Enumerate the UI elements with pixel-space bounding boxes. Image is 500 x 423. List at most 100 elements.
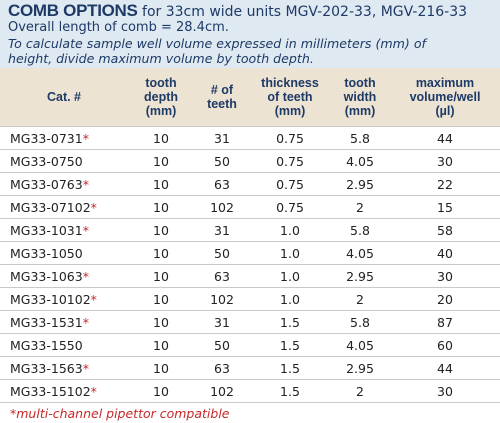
cat-number: MG33-15102 xyxy=(10,383,91,399)
table-cell: 5.8 xyxy=(330,126,390,150)
table-cell: 31 xyxy=(194,218,250,242)
table-row: MG33-0731* 10 31 0.75 5.8 44 xyxy=(0,126,500,150)
cat-number: MG33-07102 xyxy=(10,199,91,215)
table-cell: 10 xyxy=(128,126,194,150)
table-cell: MG33-1563* xyxy=(0,356,128,380)
cat-number: MG33-10102 xyxy=(10,291,91,307)
table-cell: 5.8 xyxy=(330,310,390,334)
table-cell: 10 xyxy=(128,333,194,357)
table-cell: 102 xyxy=(194,195,250,219)
table-cell: MG33-1550 xyxy=(0,333,128,357)
table-cell: 4.05 xyxy=(330,333,390,357)
header-line: thickness xyxy=(261,76,319,90)
header-line: tooth xyxy=(344,76,376,90)
table-cell: 50 xyxy=(194,149,250,173)
table-cell: 50 xyxy=(194,333,250,357)
table-cell: MG33-15102* xyxy=(0,379,128,402)
table-cell: 44 xyxy=(390,356,500,380)
table-cell: 30 xyxy=(390,264,500,288)
header: COMB OPTIONS for 33cm wide units MGV-202… xyxy=(0,0,500,68)
table-cell: 30 xyxy=(390,379,500,402)
header-line: depth xyxy=(143,90,179,104)
cat-number: MG33-0763 xyxy=(10,176,83,192)
compat-mark: * xyxy=(82,360,89,376)
header-row: Cat. # tooth depth (mm) # of teeth thickness of… xyxy=(0,68,500,127)
table-row: MG33-15102* 10 102 1.5 2 30 xyxy=(0,379,500,402)
table-row: MG33-1031* 10 31 1.0 5.8 58 xyxy=(0,218,500,242)
table-cell: 15 xyxy=(390,195,500,219)
table-body: MG33-0731* 10 31 0.75 5.8 44 MG33-0750 10 50 0.75… xyxy=(0,126,500,402)
table-cell: 87 xyxy=(390,310,500,334)
header-line: (mm) xyxy=(344,104,376,118)
table-cell: MG33-0731* xyxy=(0,126,128,150)
table-cell: 50 xyxy=(194,241,250,265)
table-row: MG33-10102* 10 102 1.0 2 20 xyxy=(0,287,500,311)
header-line: maximum xyxy=(415,76,475,90)
table-cell: MG33-1063* xyxy=(0,264,128,288)
table-cell: 0.75 xyxy=(250,149,330,173)
table-cell: 10 xyxy=(128,287,194,311)
title-line: COMB OPTIONS for 33cm wide units MGV-202… xyxy=(8,1,494,20)
table-cell: 102 xyxy=(194,287,250,311)
table-cell: 0.75 xyxy=(250,195,330,219)
table-cell: MG33-0750 xyxy=(0,149,128,173)
table-cell: 63 xyxy=(194,264,250,288)
table-cell: 31 xyxy=(194,310,250,334)
table-cell: 10 xyxy=(128,379,194,402)
table-cell: 10 xyxy=(128,149,194,173)
table-cell: 63 xyxy=(194,356,250,380)
table-cell: 1.5 xyxy=(250,356,330,380)
table-row: MG33-0750 10 50 0.75 4.05 30 xyxy=(0,149,500,173)
table-cell: 10 xyxy=(128,310,194,334)
table-cell: 2 xyxy=(330,287,390,311)
compat-mark: * xyxy=(90,199,97,215)
column-header: tooth depth (mm) xyxy=(128,68,194,127)
header-line: width xyxy=(343,90,377,104)
table-cell: MG33-1050 xyxy=(0,241,128,265)
table-cell: 1.0 xyxy=(250,241,330,265)
table-row: MG33-0763* 10 63 0.75 2.95 22 xyxy=(0,172,500,196)
table-cell: MG33-1531* xyxy=(0,310,128,334)
header-line: of teeth xyxy=(267,90,313,104)
table-cell: 31 xyxy=(194,126,250,150)
compat-mark: * xyxy=(82,314,89,330)
compat-mark: * xyxy=(82,176,89,192)
column-header: Cat. # xyxy=(0,68,128,127)
table-cell: 1.0 xyxy=(250,287,330,311)
table-cell: 10 xyxy=(128,241,194,265)
table-cell: 2 xyxy=(330,379,390,402)
compat-mark: * xyxy=(82,130,89,146)
header-line: volume/well xyxy=(409,90,481,104)
table-cell: 1.0 xyxy=(250,218,330,242)
subtitle: for 33cm wide units MGV-202-33, MGV-216-… xyxy=(142,4,468,20)
table-cell: 10 xyxy=(128,356,194,380)
table-cell: 5.8 xyxy=(330,218,390,242)
cat-number: MG33-1031 xyxy=(10,222,83,238)
table-cell: 10 xyxy=(128,264,194,288)
header-line: tooth xyxy=(145,76,177,90)
table-row: MG33-1550 10 50 1.5 4.05 60 xyxy=(0,333,500,357)
table-row: MG33-1531* 10 31 1.5 5.8 87 xyxy=(0,310,500,334)
note-line: To calculate sample well volume expresse… xyxy=(8,36,426,51)
column-header: maximum volume/well (µl) xyxy=(390,68,500,127)
table-cell: 30 xyxy=(390,149,500,173)
header-line: (mm) xyxy=(145,104,177,118)
header-line: (mm) xyxy=(274,104,306,118)
table-row: MG33-1063* 10 63 1.0 2.95 30 xyxy=(0,264,500,288)
table-cell: 20 xyxy=(390,287,500,311)
footnote: *multi-channel pipettor compatible xyxy=(0,402,500,421)
table-cell: 10 xyxy=(128,195,194,219)
table-row: MG33-1050 10 50 1.0 4.05 40 xyxy=(0,241,500,265)
length: Overall length of comb = 28.4cm. xyxy=(8,20,229,35)
table-row: MG33-07102* 10 102 0.75 2 15 xyxy=(0,195,500,219)
column-header: # of teeth xyxy=(194,68,250,127)
title: COMB OPTIONS xyxy=(8,1,138,20)
header-line: teeth xyxy=(207,97,237,111)
header-line: (µl) xyxy=(435,104,455,118)
table-cell: 2.95 xyxy=(330,356,390,380)
table-row: MG33-1563* 10 63 1.5 2.95 44 xyxy=(0,356,500,380)
cat-number: MG33-1063 xyxy=(10,268,83,284)
comb-table: Cat. # tooth depth (mm) # of teeth thickness of… xyxy=(0,68,500,402)
table-cell: MG33-10102* xyxy=(0,287,128,311)
